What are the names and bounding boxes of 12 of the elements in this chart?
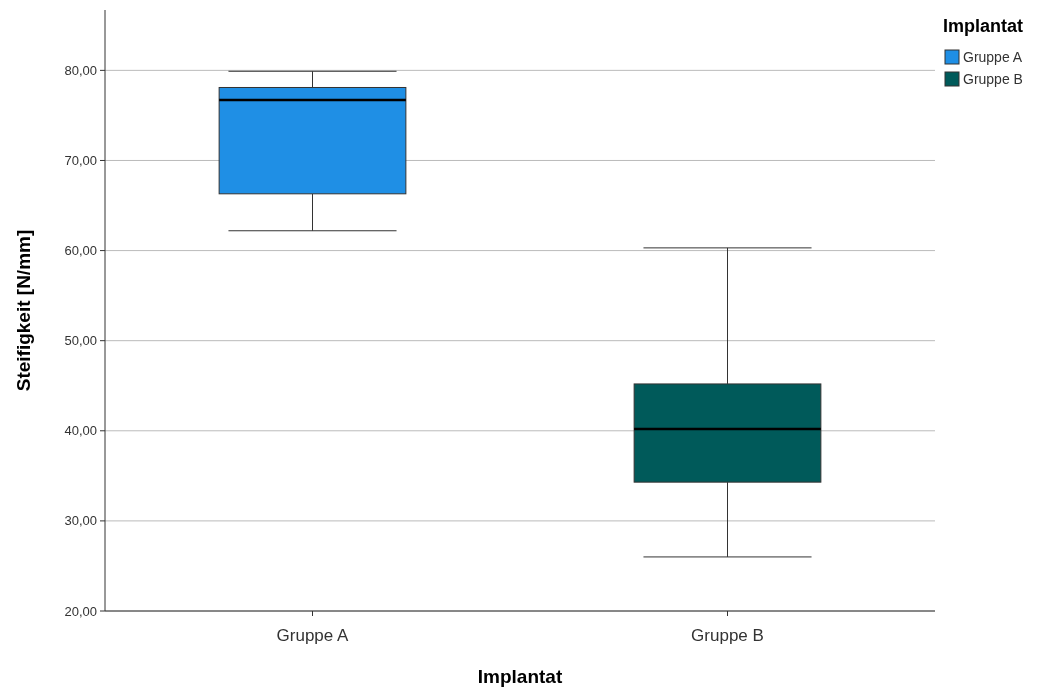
y-tick-label: 50,00 [64, 333, 97, 349]
y-tick-label: 80,00 [64, 62, 97, 78]
y-axis-title: Steifigkeit [N/mm] [13, 229, 34, 392]
y-tick-label: 20,00 [64, 603, 97, 619]
legend-label: Gruppe A [963, 49, 1023, 65]
y-tick-label: 60,00 [64, 243, 97, 259]
y-tick-label: 30,00 [64, 513, 97, 529]
legend-title: Implantat [943, 16, 1024, 36]
legend-label: Gruppe B [963, 71, 1023, 87]
y-tick-label: 40,00 [64, 423, 97, 439]
y-tick-label: 70,00 [64, 153, 97, 169]
x-axis-title: Implantat [477, 666, 563, 687]
